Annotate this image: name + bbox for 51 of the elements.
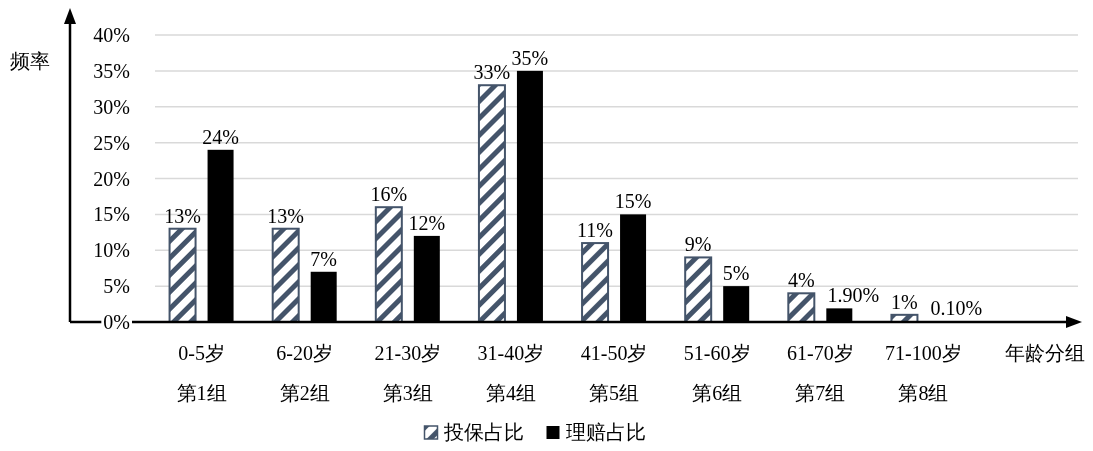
data-label: 9%: [684, 233, 712, 256]
bar: [477, 84, 506, 323]
data-label: 5%: [722, 262, 750, 285]
data-label: 7%: [310, 247, 338, 270]
data-label: 1%: [891, 290, 918, 313]
bar: [271, 227, 300, 323]
data-label: 24%: [202, 125, 239, 148]
bar: [620, 214, 647, 322]
data-label: 12%: [408, 211, 446, 234]
data-label: 13%: [164, 204, 201, 227]
data-label: 13%: [267, 204, 305, 227]
bar: [413, 235, 440, 322]
y-tick-label: 30%: [93, 95, 130, 118]
x-tick-label: 31-40岁第4组: [477, 342, 545, 404]
y-tick-label: 0%: [103, 311, 130, 333]
bar: [374, 206, 403, 323]
bar: [168, 227, 197, 323]
y-tick-label: 40%: [93, 24, 130, 46]
y-tick-label: 25%: [93, 131, 130, 154]
data-label: 16%: [370, 183, 408, 206]
data-label: 0.10%: [930, 297, 983, 320]
data-label: 1.90%: [827, 284, 880, 307]
x-tick-label: 41-50岁第5组: [580, 342, 648, 404]
data-label: 15%: [614, 190, 652, 213]
y-tick-label: 5%: [103, 275, 130, 298]
bar: [581, 242, 610, 323]
x-tick-label: 21-30岁第3组: [374, 342, 442, 404]
x-tick-label: 0-5岁第1组: [176, 342, 227, 404]
bar: [207, 149, 234, 322]
data-label: 4%: [787, 269, 815, 292]
x-tick-label: 71-100岁第8组: [885, 342, 962, 404]
x-axis-title: 年龄分组: [1005, 342, 1085, 364]
y-axis-title: 频率: [10, 50, 50, 72]
data-label: 11%: [577, 219, 614, 242]
data-label: 33%: [473, 61, 511, 84]
y-tick-label: 15%: [93, 203, 130, 226]
data-label: 35%: [511, 46, 549, 69]
bar: [826, 308, 853, 322]
legend-label: 投保占比: [442, 421, 524, 443]
x-tick-label: 61-70岁第7组: [786, 342, 854, 404]
y-tick-label: 20%: [93, 167, 130, 190]
x-tick-label: 51-60岁第6组: [683, 342, 751, 404]
bar: [310, 271, 337, 322]
bar: [684, 256, 713, 323]
bar: [787, 292, 816, 323]
bar: [516, 70, 543, 322]
legend-label: 理赔占比: [565, 421, 646, 443]
y-tick-label: 35%: [93, 59, 130, 82]
y-tick-label: 10%: [93, 239, 130, 262]
bar: [723, 286, 750, 322]
x-tick-label: 6-20岁第2组: [276, 342, 334, 404]
